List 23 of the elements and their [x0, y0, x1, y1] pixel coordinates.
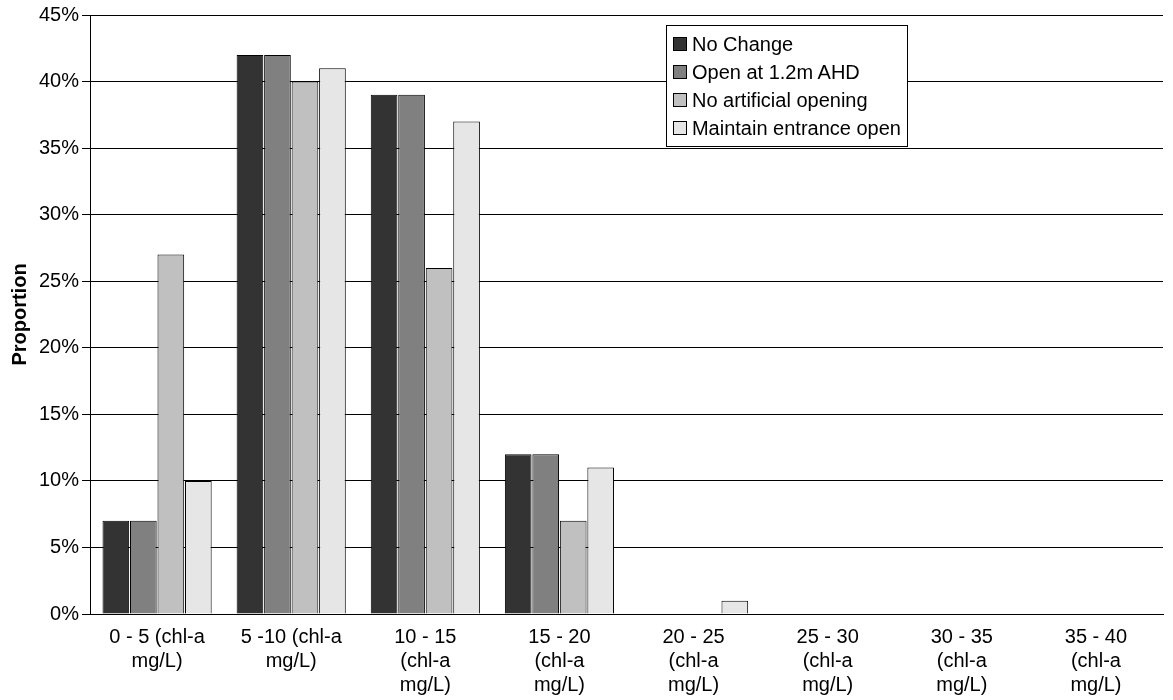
y-tick-label: 25% — [39, 268, 80, 291]
x-tick-label: 0 - 5 (chl-a mg/L) — [109, 624, 206, 671]
x-tick-label: 20 - 25 (chl-a mg/L) — [662, 624, 725, 695]
x-tick-label: 5 -10 (chl-a mg/L) — [240, 624, 343, 671]
y-tick-label: 5% — [50, 534, 80, 557]
y-axis-title: Proportion — [7, 263, 30, 366]
legend-label: Open at 1.2m AHD — [691, 60, 860, 84]
y-tick-label: 20% — [39, 335, 80, 358]
legend-label: Maintain entrance open — [691, 116, 901, 140]
y-tick-label: 45% — [39, 2, 80, 25]
x-tick-label: 30 - 35 (chl-a mg/L) — [930, 624, 993, 695]
x-tick-label: 15 - 20 (chl-a mg/L) — [528, 624, 591, 695]
y-tick-label: 35% — [39, 135, 80, 158]
x-tick-label: 25 - 30 (chl-a mg/L) — [796, 624, 859, 695]
y-tick-label: 30% — [39, 202, 80, 225]
y-tick-label: 0% — [50, 601, 80, 624]
y-tick-label: 40% — [39, 69, 80, 92]
x-tick-label: 35 - 40 (chl-a mg/L) — [1064, 624, 1128, 695]
y-tick-label: 15% — [39, 401, 80, 424]
x-tick-label: 10 - 15 (chl-a mg/L) — [394, 624, 457, 695]
legend-label: No artificial opening — [691, 88, 868, 112]
y-tick-label: 10% — [39, 468, 80, 491]
legend-label: No Change — [691, 32, 794, 56]
